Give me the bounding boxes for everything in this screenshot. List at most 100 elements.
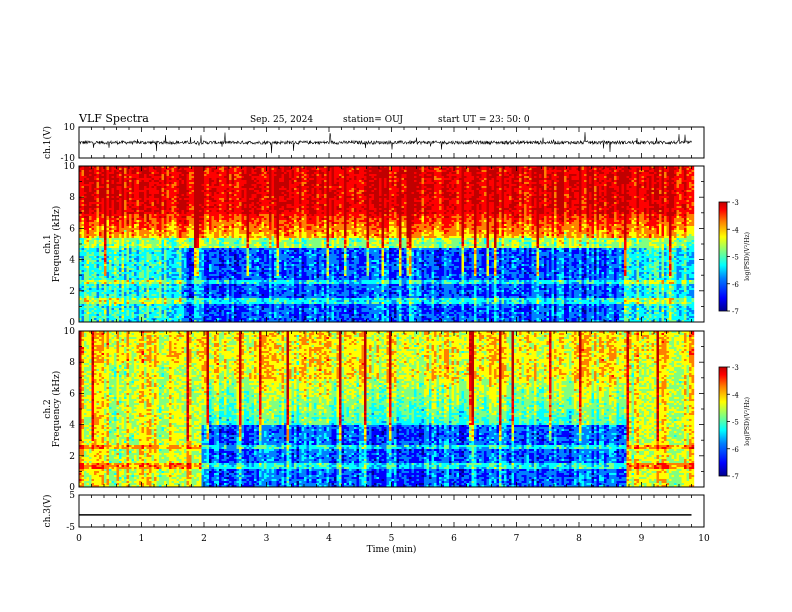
spectrogram-cell (104, 240, 107, 242)
spectrogram-cell (92, 268, 95, 270)
spectrogram-cell (87, 224, 90, 226)
spectrogram-cell (97, 298, 100, 300)
spectrogram-cell (97, 214, 100, 216)
spectrogram-cell (84, 246, 87, 248)
spectrogram-cell (84, 252, 87, 254)
spectrogram-cell (82, 218, 85, 220)
spectrogram-cell (82, 224, 85, 226)
spectrogram-cell (92, 212, 95, 214)
spectrogram-cell (84, 260, 87, 262)
spectrogram-cell (82, 170, 85, 172)
spectrogram-cell (99, 204, 102, 206)
spectrogram-cell (107, 260, 110, 262)
spectrogram-cell (97, 254, 100, 256)
spectrogram-cell (94, 280, 97, 282)
spectrogram-cell (102, 294, 105, 296)
spectrogram-cell (104, 196, 107, 198)
spectrogram-cell (102, 214, 105, 216)
spectrogram-cell (97, 238, 100, 240)
spectrogram-cell (84, 192, 87, 194)
spectrogram-cell (84, 314, 87, 316)
spectrogram-cell (84, 304, 87, 306)
spectrogram-cell (102, 184, 105, 186)
spectrogram-cell (99, 272, 102, 274)
spectrogram-cell (97, 222, 100, 224)
spectrogram-cell (104, 298, 107, 300)
spectrogram-cell (97, 296, 100, 298)
spectrogram-cell (89, 206, 92, 208)
spectrogram-cell (97, 290, 100, 292)
spectrogram-cell (89, 174, 92, 176)
spectrogram-cell (84, 278, 87, 280)
spectrogram-cell (82, 294, 85, 296)
spectrogram-cell (99, 190, 102, 192)
spectrogram-cell (99, 208, 102, 210)
spectrogram-cell (87, 270, 90, 272)
spectrogram-cell (82, 302, 85, 304)
spectrogram-cell (89, 196, 92, 198)
spectrogram-cell (87, 214, 90, 216)
spectrogram-cell (84, 296, 87, 298)
spectrogram-cell (104, 212, 107, 214)
spectrogram-cell (87, 312, 90, 314)
spectrogram-cell (87, 176, 90, 178)
spectrogram-cell (97, 180, 100, 182)
spectrogram-cell (102, 174, 105, 176)
spectrogram-cell (89, 296, 92, 298)
spectrogram-cell (102, 216, 105, 218)
spectrogram-cell (97, 240, 100, 242)
spectrogram-cell (104, 304, 107, 306)
spectrogram-cell (92, 210, 95, 212)
spectrogram-cell (92, 188, 95, 190)
spectrogram-cell (107, 178, 110, 180)
spectrogram-cell (89, 282, 92, 284)
spectrogram-cell (92, 260, 95, 262)
spectrogram-cell (89, 194, 92, 196)
spectrogram-cell (104, 316, 107, 318)
spectrogram-cell (89, 248, 92, 250)
spectrogram-cell (107, 174, 110, 176)
spectrogram-cell (107, 188, 110, 190)
spectrogram-cell (84, 256, 87, 258)
spectrogram-cell (87, 196, 90, 198)
spectrogram-cell (99, 172, 102, 174)
spectrogram-cell (94, 292, 97, 294)
spectrogram-cell (97, 184, 100, 186)
spectrogram-cell (87, 298, 90, 300)
spectrogram-cell (82, 198, 85, 200)
spectrogram-cell (82, 316, 85, 318)
spectrogram-cell (104, 226, 107, 228)
spectrogram-cell (92, 172, 95, 174)
spectrogram-cell (82, 308, 85, 310)
spectrogram-cell (104, 210, 107, 212)
spectrogram-cell (94, 240, 97, 242)
spectrogram-cell (92, 218, 95, 220)
spectrogram-cell (107, 234, 110, 236)
spectrogram-cell (84, 230, 87, 232)
spectrogram-cell (99, 278, 102, 280)
spectrogram-cell (92, 208, 95, 210)
spectrogram-cell (84, 204, 87, 206)
spectrogram-cell (87, 276, 90, 278)
spectrogram-cell (97, 208, 100, 210)
spectrogram-cell (92, 224, 95, 226)
spectrogram-cell (94, 252, 97, 254)
spectrogram-cell (97, 300, 100, 302)
spectrogram-cell (92, 194, 95, 196)
spectrogram-cell (82, 216, 85, 218)
spectrogram-cell (107, 168, 110, 170)
spectrogram-cell (84, 270, 87, 272)
spectrogram-cell (104, 220, 107, 222)
spectrogram-cell (87, 282, 90, 284)
spectrogram-cell (92, 236, 95, 238)
spectrogram-cell (92, 292, 95, 294)
spectrogram-cell (107, 262, 110, 264)
spectrogram-cell (99, 284, 102, 286)
spectrogram-cell (92, 246, 95, 248)
spectrogram-cell (92, 282, 95, 284)
spectrogram-cell (97, 228, 100, 230)
spectrogram-cell (82, 270, 85, 272)
spectrogram-cell (107, 268, 110, 270)
spectrogram-cell (104, 286, 107, 288)
spectrogram-cell (94, 264, 97, 266)
